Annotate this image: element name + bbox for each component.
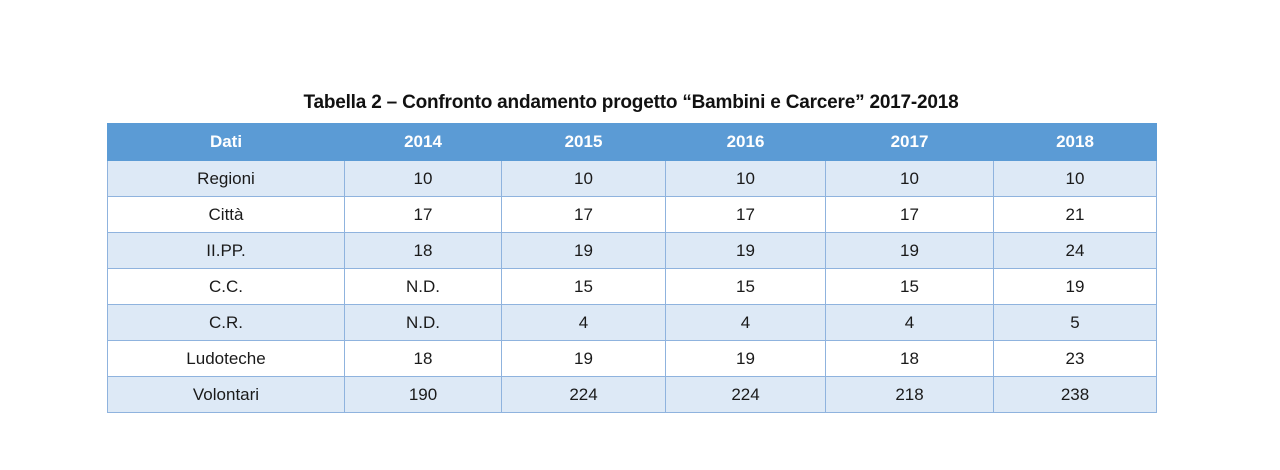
table-cell: 17 — [825, 196, 994, 233]
table-cell: 5 — [993, 304, 1157, 341]
table-cell: 18 — [344, 232, 502, 269]
table-cell: 23 — [993, 340, 1157, 377]
table-cell: 218 — [825, 376, 994, 413]
row-label: Ludoteche — [107, 340, 345, 377]
table-cell: 190 — [344, 376, 502, 413]
data-table: Dati 2014 2015 2016 2017 2018 Regioni 10… — [107, 123, 1157, 413]
row-label: Città — [107, 196, 345, 233]
header-row: Dati 2014 2015 2016 2017 2018 — [107, 123, 1157, 161]
table-cell: 224 — [501, 376, 666, 413]
table-cell: 17 — [665, 196, 826, 233]
table-cell: 19 — [501, 340, 666, 377]
header-cell-dati: Dati — [107, 123, 345, 161]
table-cell: 10 — [825, 160, 994, 197]
row-label: C.R. — [107, 304, 345, 341]
header-cell-2018: 2018 — [993, 123, 1157, 161]
row-label: Regioni — [107, 160, 345, 197]
header-cell-2016: 2016 — [665, 123, 826, 161]
table-cell: N.D. — [344, 268, 502, 305]
table-cell: 19 — [825, 232, 994, 269]
table-cell: 18 — [825, 340, 994, 377]
table-cell: 10 — [501, 160, 666, 197]
table-cell: 15 — [665, 268, 826, 305]
table-cell: 24 — [993, 232, 1157, 269]
table-row: Regioni 10 10 10 10 10 — [107, 160, 1157, 197]
table-cell: 224 — [665, 376, 826, 413]
table-cell: 19 — [501, 232, 666, 269]
table-row: Volontari 190 224 224 218 238 — [107, 376, 1157, 413]
table-row: C.R. N.D. 4 4 4 5 — [107, 304, 1157, 341]
header-cell-2015: 2015 — [501, 123, 666, 161]
row-label: II.PP. — [107, 232, 345, 269]
table-cell: 21 — [993, 196, 1157, 233]
table-cell: 18 — [344, 340, 502, 377]
header-cell-2014: 2014 — [344, 123, 502, 161]
row-label: C.C. — [107, 268, 345, 305]
table-cell: 4 — [665, 304, 826, 341]
table-cell: 15 — [501, 268, 666, 305]
table-title: Tabella 2 – Confronto andamento progetto… — [303, 92, 959, 113]
row-label: Volontari — [107, 376, 345, 413]
table-cell: 17 — [344, 196, 502, 233]
table-row: Ludoteche 18 19 19 18 23 — [107, 340, 1157, 377]
table-cell: 17 — [501, 196, 666, 233]
table-cell: 10 — [993, 160, 1157, 197]
table-cell: 10 — [665, 160, 826, 197]
table-cell: 15 — [825, 268, 994, 305]
table-cell: 4 — [825, 304, 994, 341]
table-cell: 19 — [993, 268, 1157, 305]
header-cell-2017: 2017 — [825, 123, 994, 161]
table-cell: 19 — [665, 340, 826, 377]
table-cell: 10 — [344, 160, 502, 197]
table-cell: 4 — [501, 304, 666, 341]
table-cell: 238 — [993, 376, 1157, 413]
table-cell: N.D. — [344, 304, 502, 341]
table-row: Città 17 17 17 17 21 — [107, 196, 1157, 233]
table-cell: 19 — [665, 232, 826, 269]
table-row: II.PP. 18 19 19 19 24 — [107, 232, 1157, 269]
table-row: C.C. N.D. 15 15 15 19 — [107, 268, 1157, 305]
